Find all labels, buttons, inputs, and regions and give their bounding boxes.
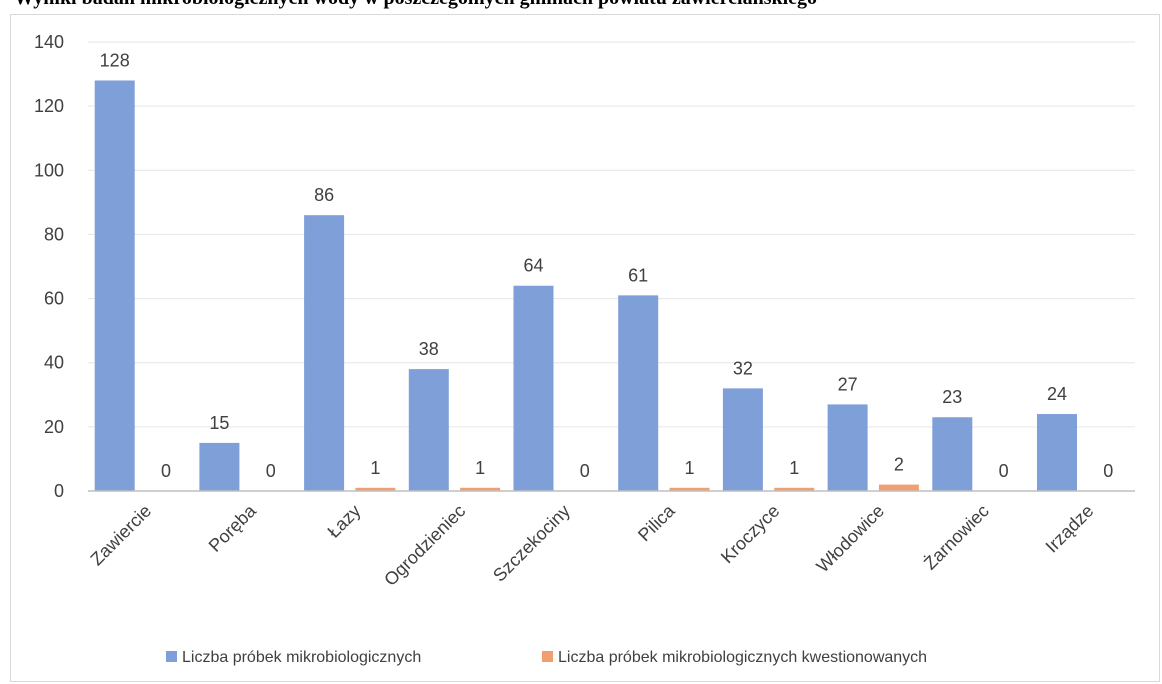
legend-label-1: Liczba próbek mikrobiologicznych (182, 649, 421, 666)
x-tick-label: Poręba (205, 500, 261, 556)
x-tick-label: Pilica (634, 500, 679, 545)
y-tick-label: 0 (54, 481, 64, 501)
legend: Liczba próbek mikrobiologicznych Liczba p… (166, 649, 927, 666)
data-label: 0 (161, 461, 171, 481)
x-tick-label: Kroczyce (717, 501, 783, 567)
y-tick-label: 80 (44, 224, 64, 244)
data-label: 32 (733, 358, 753, 378)
data-label: 1 (684, 458, 694, 478)
data-label: 2 (894, 455, 904, 475)
y-tick-label: 60 (44, 289, 64, 309)
x-tick-label: Łazy (324, 501, 365, 542)
bar-series-1 (199, 442, 240, 491)
data-label: 0 (999, 461, 1009, 481)
bar-series-1 (1036, 414, 1077, 491)
y-tick-label: 140 (34, 32, 64, 52)
legend-swatch-2 (542, 651, 553, 662)
bar-series-2 (774, 487, 815, 491)
data-label: 23 (942, 387, 962, 407)
data-label: 0 (1103, 461, 1113, 481)
data-label: 128 (100, 50, 130, 70)
data-label: 1 (789, 458, 799, 478)
legend-swatch-1 (166, 651, 177, 662)
data-label: 0 (580, 461, 590, 481)
x-tick-label: Ogrodzieniec (380, 501, 469, 590)
bar-series-2 (669, 487, 710, 491)
bar-series-1 (932, 417, 973, 491)
data-label: 64 (523, 256, 543, 276)
bar-series-1 (722, 388, 763, 491)
data-label: 0 (266, 461, 276, 481)
bar-series-2 (878, 484, 919, 491)
y-tick-label: 40 (44, 353, 64, 373)
page-heading: Wyniki badań mikrobiologicznych wody w p… (14, 0, 817, 10)
bar-series-1 (94, 80, 135, 491)
y-tick-label: 100 (34, 160, 64, 180)
bar-series-1 (304, 215, 345, 491)
data-label: 38 (419, 339, 439, 359)
bar-series-1 (513, 285, 554, 491)
chart-frame (10, 14, 1160, 682)
x-tick-label: Irządze (1042, 501, 1098, 557)
data-label: 15 (209, 413, 229, 433)
gridlines (88, 41, 1135, 428)
bar-series-2 (460, 487, 501, 491)
bars: 128 0 15 0 86 1 38 1 64 0 61 1 32 1 27 2 23 0 24 0 (94, 50, 1113, 491)
x-tick-label: Zawiercie (87, 501, 156, 570)
legend-label-2: Liczba próbek mikrobiologicznych kwestio… (558, 649, 927, 666)
data-label: 1 (475, 458, 485, 478)
y-tick-label: 120 (34, 96, 64, 116)
data-label: 1 (370, 458, 380, 478)
data-label: 86 (314, 185, 334, 205)
data-label: 61 (628, 265, 648, 285)
data-label: 24 (1047, 384, 1067, 404)
bar-series-1 (618, 295, 659, 491)
x-tick-label: Włodowice (812, 501, 888, 577)
data-label: 27 (838, 374, 858, 394)
y-tick-label: 20 (44, 417, 64, 437)
x-tick-label: Szczekociny (489, 501, 574, 586)
bar-series-1 (827, 404, 868, 491)
bar-series-2 (355, 487, 396, 491)
x-tick-label: Żarnowiec (920, 501, 993, 574)
bar-series-1 (408, 369, 449, 491)
